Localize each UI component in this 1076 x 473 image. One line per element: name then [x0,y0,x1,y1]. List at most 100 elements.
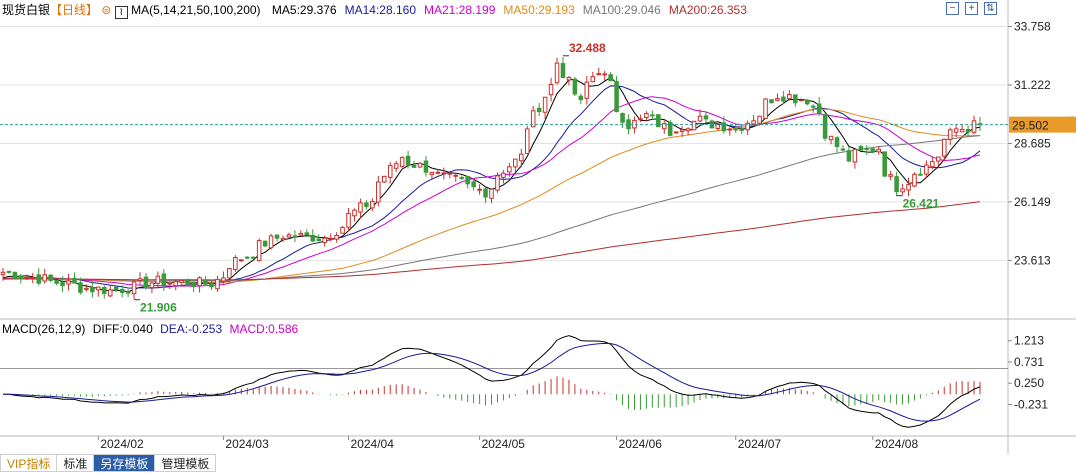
ma-value-1: MA14:28.160 [344,3,416,17]
candle-body [894,176,899,193]
candle-body [411,164,417,168]
macd-header: MACD(26,12,9) DIFF:0.040 DEA:-0.253 MACD… [2,321,298,337]
candle-body [399,157,405,167]
candle-body [334,234,339,240]
candle-body [405,155,411,166]
price-tick-label: 28.685 [1014,136,1051,150]
annotation-label: 21.906 [140,301,177,315]
candle-body [703,115,709,120]
candle-body [685,128,691,132]
candle-body [137,278,143,281]
tab-vip-indicator[interactable]: VIP指标 [0,454,58,472]
candle-body [429,171,435,176]
candle-body [590,76,596,83]
plus-icon[interactable]: + [965,2,978,15]
collapse-icon[interactable]: ⇅ [984,2,997,15]
candle-body [840,148,846,151]
tab-save-template[interactable]: 另存模板 [94,454,156,472]
candle-body [727,128,733,131]
month-label: 2024/04 [351,437,395,451]
candle-body [30,277,36,280]
candle-body [149,282,155,289]
candle-body [507,166,512,173]
candle-body [381,175,387,183]
candle-body [441,172,447,175]
candle-body [548,83,554,96]
candle-body [781,96,786,102]
macd-tick-label: 0.250 [1014,376,1044,390]
candle-body [239,259,244,262]
candle-body [572,78,578,95]
tab-standard[interactable]: 标准 [57,454,95,472]
candle-body [316,238,322,242]
candle-body [697,115,703,122]
minus-icon[interactable]: − [946,2,959,15]
candle-body [620,113,625,123]
candle-body [930,161,935,168]
candle-body [513,158,518,168]
candle-body [745,122,750,131]
candle-body [328,238,333,241]
candle-body [340,227,345,234]
candle-body [233,257,238,271]
candle-body [48,274,53,281]
candle-body [352,209,357,217]
ma-line-ma200 [2,201,981,281]
candle-body [584,81,590,99]
candle-body [447,172,453,175]
candle-body [858,146,864,151]
candle-body [78,282,83,293]
candle-body [370,200,375,209]
candle-body [131,281,137,295]
candle-body [256,240,262,262]
candle-body [888,174,893,177]
candle-body [667,122,673,136]
candle-body [435,171,441,174]
candle-body [12,271,18,279]
candle-body [828,135,834,141]
candle-body [554,62,560,84]
price-tick-label: 31.222 [1014,78,1051,92]
tab-manage-template[interactable]: 管理模板 [155,454,217,472]
period-label[interactable]: 【日线】 [50,3,99,17]
candle-body [465,175,470,185]
candle-body [155,275,161,284]
candle-body [906,184,911,191]
candle-body [60,281,65,287]
up-arrow-icon [1068,115,1076,122]
candle-body [173,281,179,287]
ma-value-3: MA50:29.193 [503,3,575,17]
macd-label: MACD(26,12,9) [2,322,86,336]
macd-diff-line [3,335,981,428]
ma-indicator-icon[interactable]: ⌇ [114,6,128,19]
candle-body [882,151,887,177]
candle-body [364,202,369,207]
price-header: 现货白银【日线】 ⊜ ⌇ MA(5,14,21,50,100,200) MA5:… [2,2,747,19]
candle-body [739,128,744,131]
candle-body [918,173,923,176]
ma-value-2: MA21:28.199 [424,3,496,17]
candle-body [834,137,840,147]
macd-tick-label: 1.213 [1014,334,1044,348]
candle-body [286,234,292,238]
candle-body [846,150,852,162]
candle-body [221,277,226,282]
settings-icon[interactable]: ⊜ [101,3,112,17]
candle-body [793,94,798,104]
candle-body [971,120,977,133]
candle-body [107,289,113,297]
candle-body [393,163,399,169]
candle-body [870,148,876,153]
candle-body [691,120,697,131]
candle-body [125,291,131,294]
candle-body [661,123,667,130]
candle-body [804,99,810,105]
candle-body [566,77,572,81]
candle-body [560,63,566,79]
candle-body [757,115,762,124]
candle-body [941,138,947,157]
candle-body [185,280,190,286]
candle-body [197,277,202,287]
candle-body [209,282,214,288]
